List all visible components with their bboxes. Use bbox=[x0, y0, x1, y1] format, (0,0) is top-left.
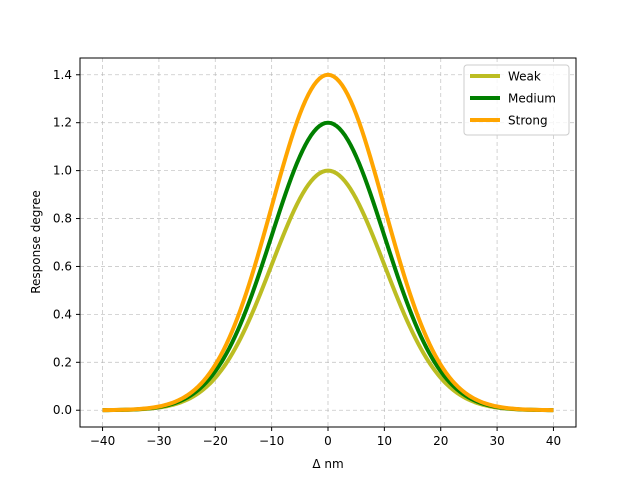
x-tick-label: 20 bbox=[433, 434, 448, 448]
y-tick-label: 1.2 bbox=[53, 116, 72, 130]
x-tick-label: −20 bbox=[203, 434, 228, 448]
y-tick-label: 0.0 bbox=[53, 403, 72, 417]
y-tick-label: 0.6 bbox=[53, 259, 72, 273]
series-line-strong bbox=[102, 72, 554, 413]
x-tick-label: 40 bbox=[546, 434, 561, 448]
y-tick-label: 1.0 bbox=[53, 164, 72, 178]
legend-label: Weak bbox=[508, 70, 541, 84]
x-tick-label: −30 bbox=[146, 434, 171, 448]
x-axis-ticks: −40 −30 −20 −10 0 10 20 30 40 bbox=[90, 427, 561, 448]
x-tick-label: 10 bbox=[377, 434, 392, 448]
legend-frame bbox=[463, 64, 570, 136]
x-tick-label: 30 bbox=[489, 434, 504, 448]
x-tick-label: −40 bbox=[90, 434, 115, 448]
y-axis-label: Response degree bbox=[29, 190, 43, 294]
x-tick-label: −10 bbox=[259, 434, 284, 448]
y-tick-label: 0.8 bbox=[53, 212, 72, 226]
y-tick-label: 0.2 bbox=[53, 355, 72, 369]
legend-label: Strong bbox=[508, 114, 548, 128]
plot-lines bbox=[102, 72, 554, 413]
x-axis-label: Δ nm bbox=[312, 457, 343, 471]
y-tick-label: 1.4 bbox=[53, 68, 72, 82]
legend: Weak Medium Strong bbox=[463, 64, 570, 136]
y-axis-ticks: 0.0 0.2 0.4 0.6 0.8 1.0 1.2 1.4 bbox=[53, 68, 80, 417]
legend-label: Medium bbox=[508, 92, 556, 106]
y-tick-label: 0.4 bbox=[53, 307, 72, 321]
x-tick-label: 0 bbox=[324, 434, 332, 448]
